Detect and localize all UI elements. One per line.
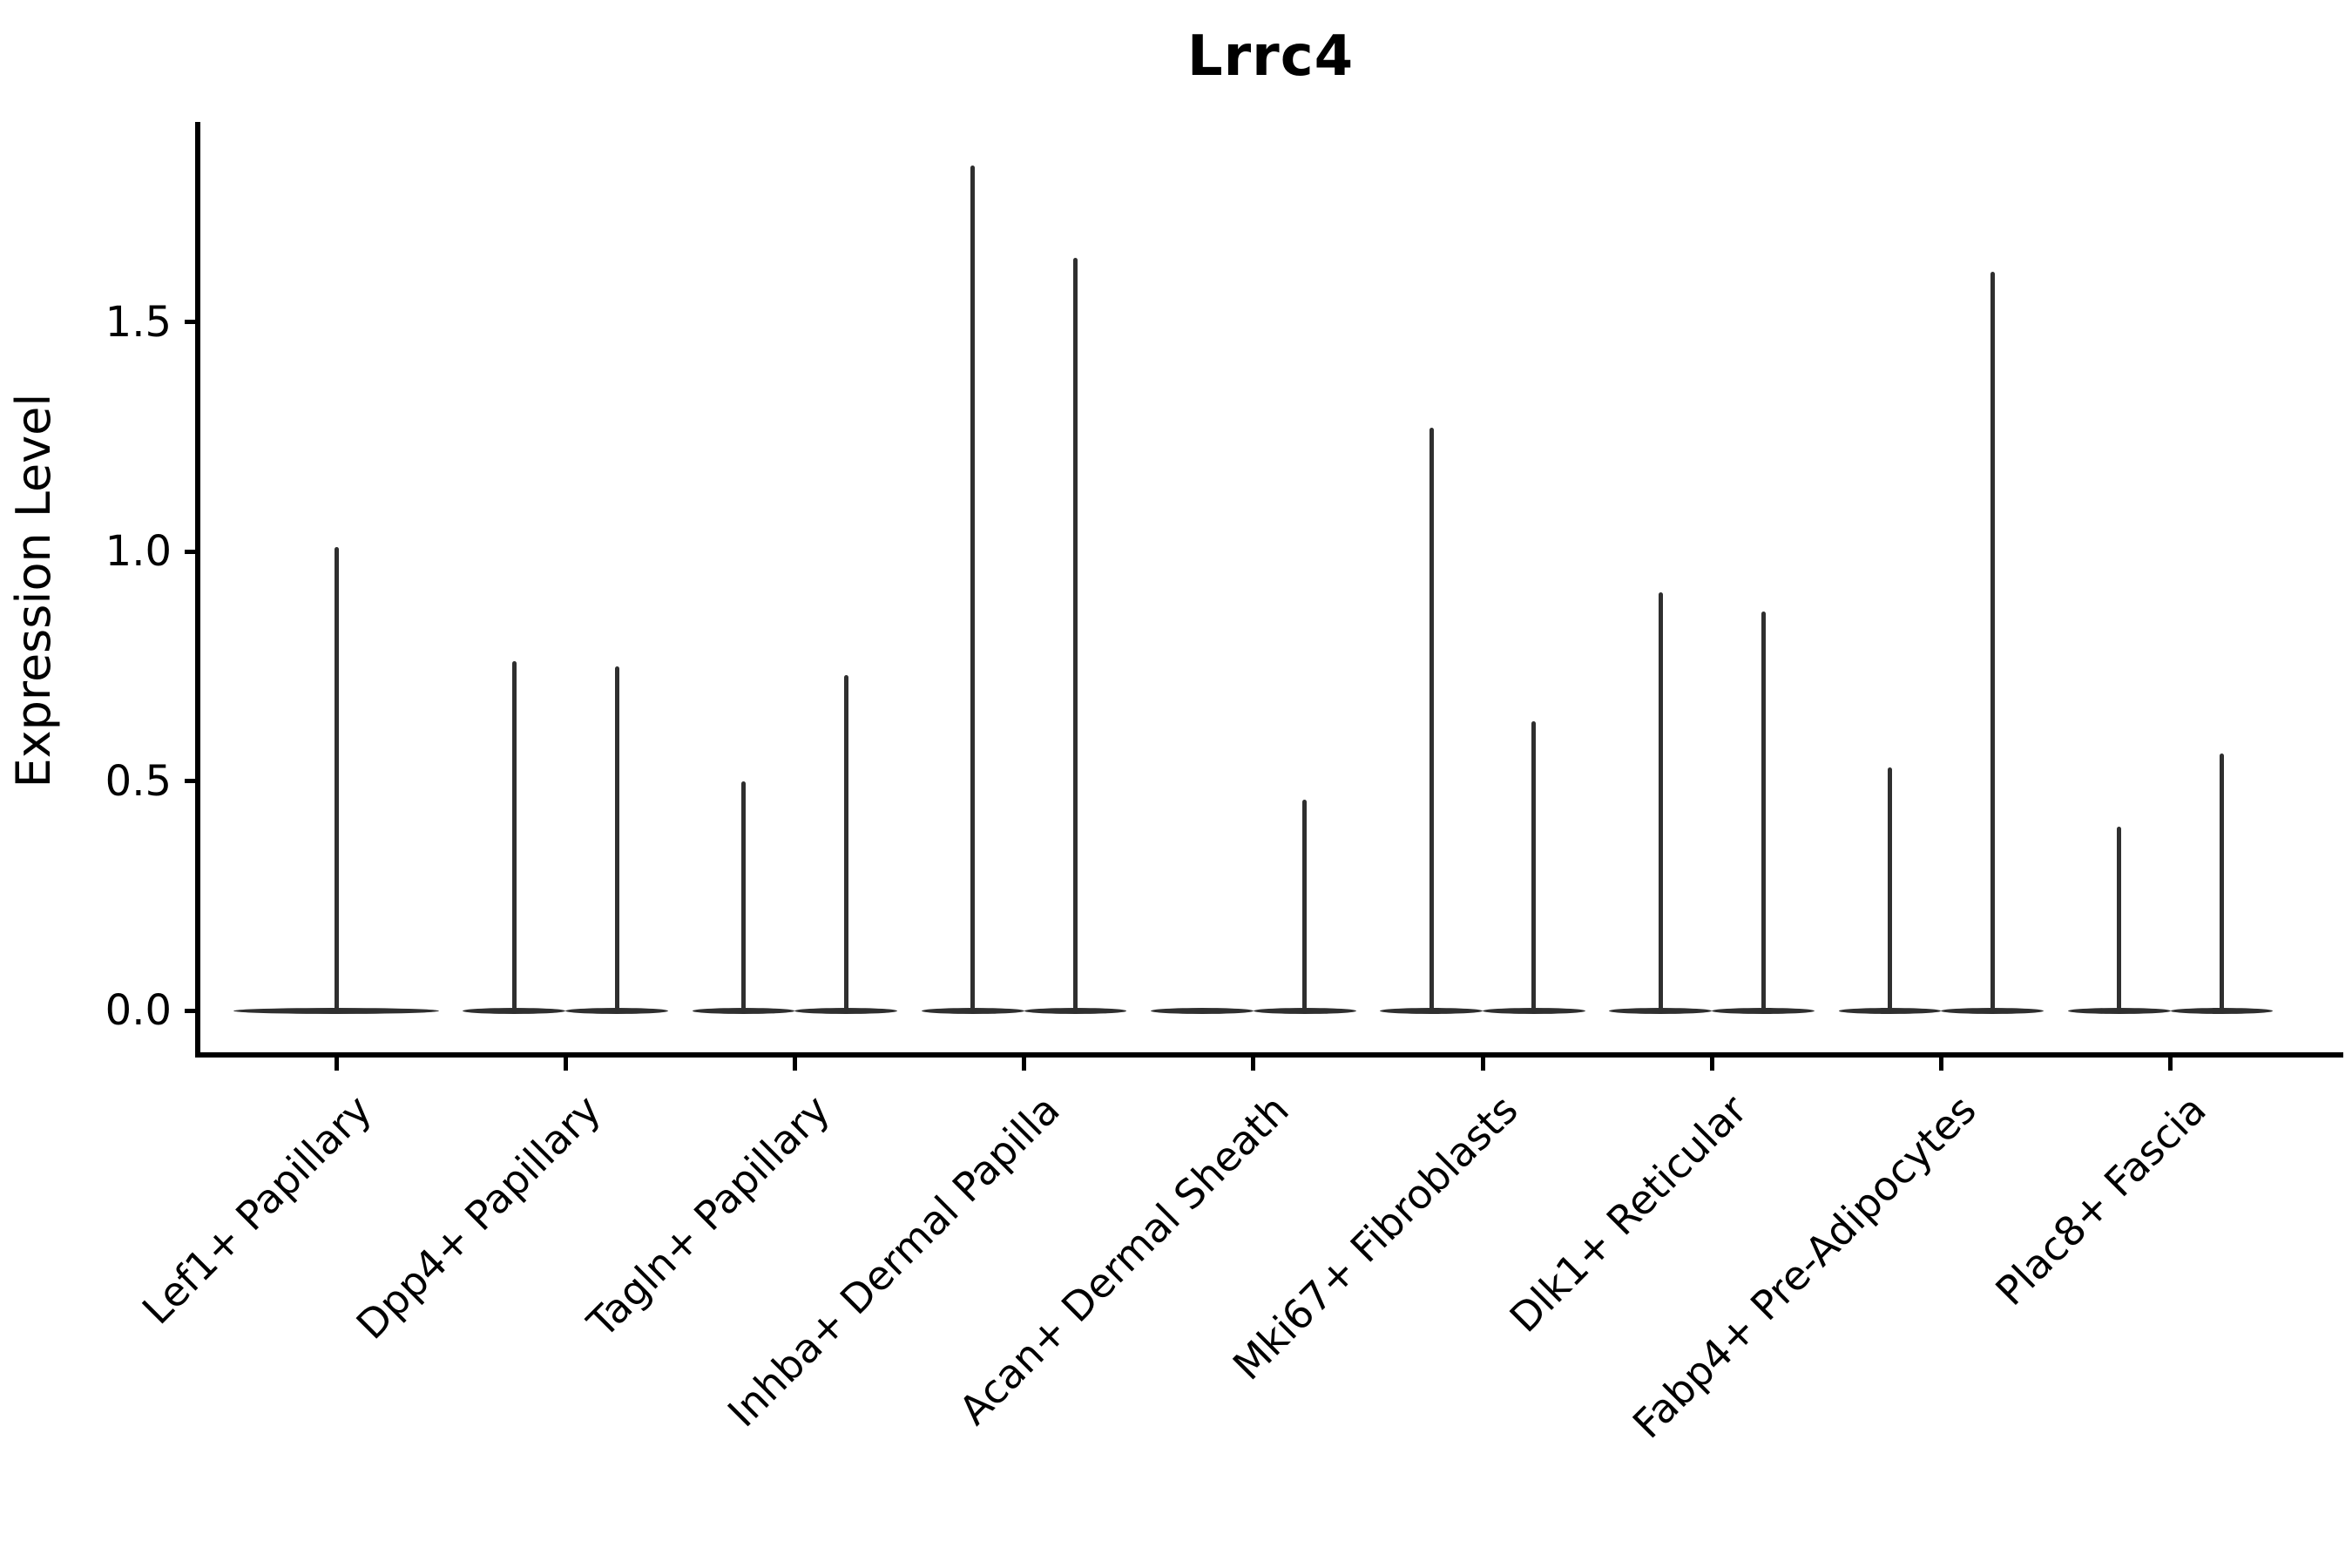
violin-spike xyxy=(2117,827,2122,1013)
x-tick-mark xyxy=(1251,1058,1256,1071)
y-axis-spine xyxy=(195,122,200,1058)
x-axis-spine xyxy=(195,1052,2343,1058)
y-tick-label: 1.0 xyxy=(105,527,172,576)
violin-spike xyxy=(1429,427,1434,1013)
x-tick-label: Plac8+ Fascia xyxy=(1985,1085,2215,1315)
x-tick-label: Dpp4+ Papillary xyxy=(347,1085,610,1348)
y-tick-mark xyxy=(185,549,198,554)
chart-title: Lrrc4 xyxy=(1186,24,1355,89)
x-tick-label: Dlk1+ Reticular xyxy=(1500,1085,1756,1342)
x-tick-mark xyxy=(563,1058,568,1071)
y-tick-mark xyxy=(185,779,198,783)
violin-spike xyxy=(970,166,976,1013)
violin-spike xyxy=(1887,767,1892,1013)
x-tick-mark xyxy=(334,1058,339,1071)
violin-spike xyxy=(334,546,339,1013)
violin-spike xyxy=(1073,257,1078,1013)
violin-spike xyxy=(1658,592,1663,1013)
y-tick-mark xyxy=(185,320,198,324)
x-tick-mark xyxy=(1938,1058,1943,1071)
violin-spike xyxy=(1531,720,1537,1013)
y-tick-label: 0.0 xyxy=(105,986,172,1035)
x-tick-label: Tagln+ Papillary xyxy=(578,1085,840,1347)
x-tick-mark xyxy=(1709,1058,1714,1071)
violin-spike xyxy=(1761,611,1766,1013)
x-tick-mark xyxy=(1480,1058,1485,1071)
x-tick-mark xyxy=(1022,1058,1027,1071)
y-tick-mark xyxy=(185,1008,198,1013)
violin-spike xyxy=(2220,753,2225,1013)
violin-spike xyxy=(740,781,746,1013)
y-tick-label: 1.5 xyxy=(105,297,172,347)
x-tick-mark xyxy=(2168,1058,2173,1071)
violin-spike xyxy=(1990,271,1995,1013)
x-tick-label: Lef1+ Papillary xyxy=(132,1085,381,1334)
x-tick-mark xyxy=(792,1058,797,1071)
y-tick-label: 0.5 xyxy=(105,756,172,806)
violin-body xyxy=(1150,1007,1254,1014)
violin-spike xyxy=(614,666,619,1013)
violin-spike xyxy=(843,675,848,1013)
violin-spike xyxy=(511,661,517,1013)
violin-spike xyxy=(1302,799,1308,1013)
